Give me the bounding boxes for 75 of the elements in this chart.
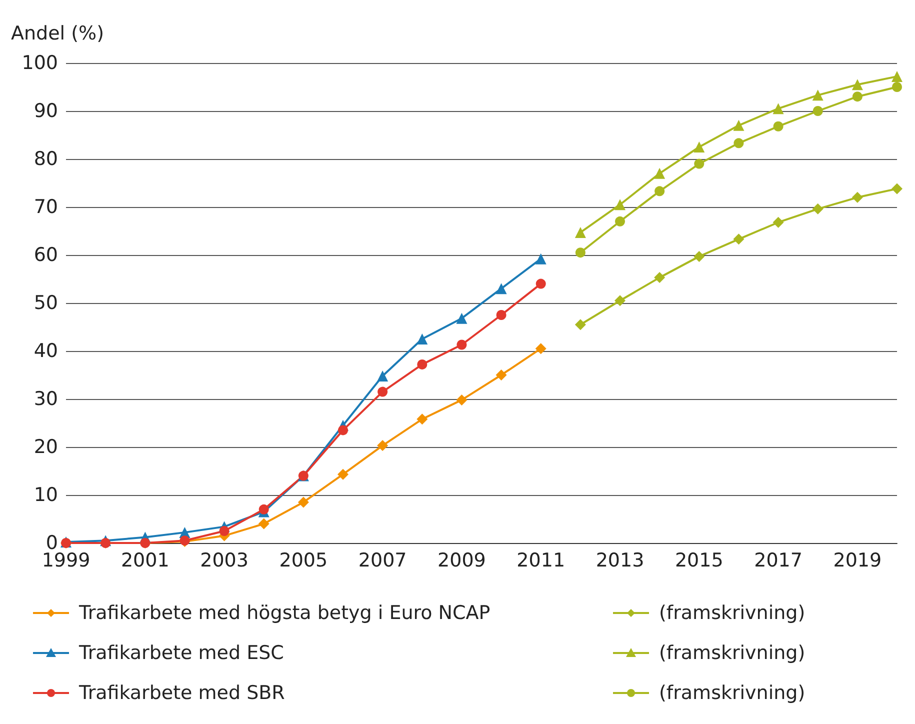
point <box>812 90 824 101</box>
point <box>694 158 704 169</box>
point <box>258 504 269 514</box>
y-tick-label: 20 <box>34 436 58 458</box>
x-tick-label: 2009 <box>438 550 486 572</box>
point <box>338 468 348 480</box>
point <box>377 370 388 382</box>
point <box>258 518 270 530</box>
x-tick-label: 2005 <box>279 550 328 572</box>
point <box>892 70 902 82</box>
x-tick-label: 2015 <box>674 550 724 572</box>
point <box>417 359 428 370</box>
x-tick-label: 2001 <box>120 550 170 572</box>
point <box>733 120 744 131</box>
point <box>734 138 744 148</box>
point <box>892 82 902 92</box>
point <box>574 319 586 330</box>
point <box>377 440 388 452</box>
point <box>812 106 823 116</box>
y-tick-label: 60 <box>34 244 58 266</box>
legend-label: Trafikarbete med högsta betyg i Euro NCAP <box>79 602 490 624</box>
y-tick-label: 10 <box>34 484 58 506</box>
point <box>416 414 428 425</box>
y-tick-label: 100 <box>22 52 58 74</box>
point <box>614 295 626 306</box>
point <box>733 234 744 245</box>
x-tick-label: 2011 <box>516 550 566 572</box>
point <box>535 253 546 264</box>
point <box>773 121 784 132</box>
point <box>892 183 902 194</box>
point <box>654 168 666 179</box>
legend-label: Trafikarbete med SBR <box>79 682 285 704</box>
point <box>416 334 428 344</box>
point <box>614 199 626 210</box>
point <box>694 142 705 152</box>
point <box>496 310 506 320</box>
point <box>219 526 230 536</box>
x-tick-label: 2003 <box>200 550 248 572</box>
point <box>378 386 388 397</box>
y-axis-title: Andel (%) <box>11 22 104 44</box>
point <box>456 312 468 324</box>
point <box>535 343 546 354</box>
point <box>496 370 507 380</box>
y-tick-label: 40 <box>34 340 58 362</box>
point <box>654 272 666 284</box>
legend-label: Trafikarbete med ESC <box>79 642 284 664</box>
x-tick-label: 2017 <box>754 550 802 572</box>
point <box>456 340 467 350</box>
legend-label: (framskrivning) <box>659 602 806 624</box>
point <box>496 283 507 294</box>
x-tick-label: 2007 <box>358 550 407 572</box>
y-tick-label: 50 <box>34 292 58 314</box>
point <box>852 92 862 102</box>
point <box>694 250 705 262</box>
legend-label: (framskrivning) <box>659 642 806 664</box>
point <box>852 79 863 90</box>
point <box>536 278 546 289</box>
point <box>574 226 586 238</box>
x-tick-label: 2019 <box>833 550 882 572</box>
point <box>456 394 468 406</box>
point <box>338 425 348 436</box>
point <box>772 216 784 228</box>
point <box>575 248 586 258</box>
legend-label: (framskrivning) <box>659 682 806 704</box>
y-tick-label: 90 <box>34 100 58 122</box>
x-tick-label: 2013 <box>596 550 644 572</box>
y-tick-label: 70 <box>34 196 58 218</box>
point <box>654 186 665 196</box>
point <box>298 496 309 508</box>
y-tick-label: 30 <box>34 388 58 410</box>
point <box>812 203 824 214</box>
y-tick-label: 80 <box>34 148 58 170</box>
point <box>772 103 784 114</box>
point <box>615 216 625 226</box>
point <box>852 192 863 203</box>
